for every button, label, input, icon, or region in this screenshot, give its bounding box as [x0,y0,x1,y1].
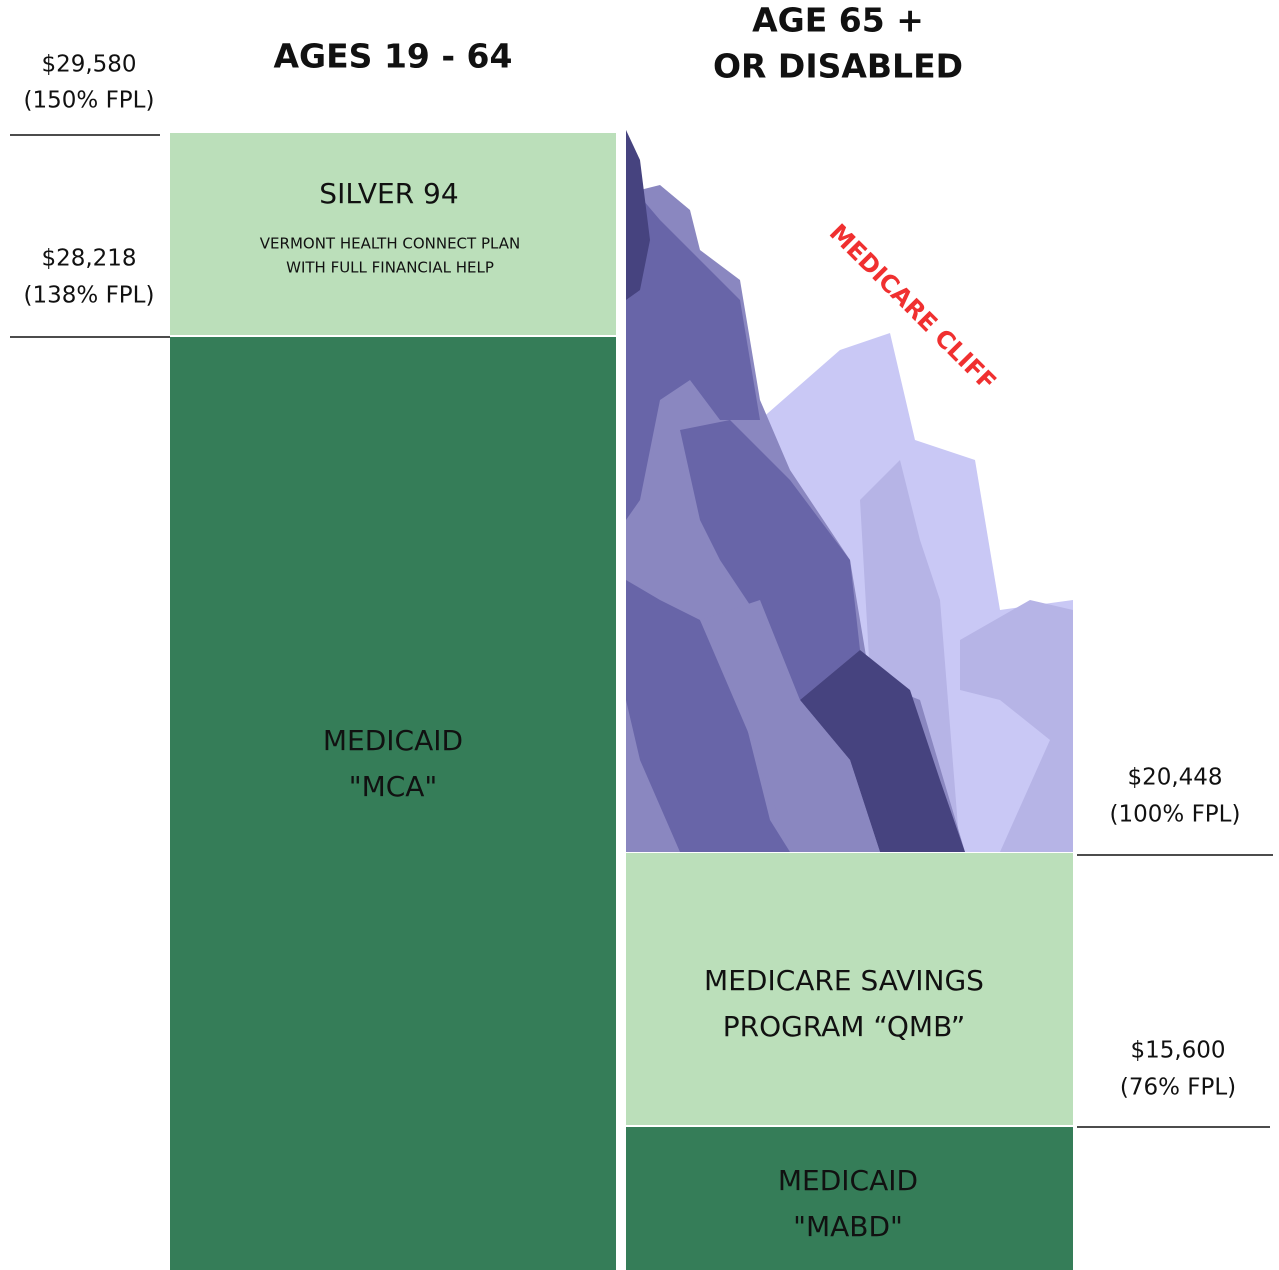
block-title: "MABD" [793,1210,903,1243]
mabd-block [626,1127,1073,1270]
threshold-fpl: (76% FPL) [1120,1075,1236,1101]
threshold-amount: $20,448 [1127,765,1222,791]
block-subtitle: WITH FULL FINANCIAL HELP [286,259,494,277]
threshold-amount: $29,580 [41,52,136,78]
block-title: MEDICAID [778,1164,918,1197]
threshold-amount: $28,218 [41,246,136,272]
threshold-fpl: (150% FPL) [24,88,155,114]
block-title: PROGRAM “QMB” [723,1010,966,1043]
threshold-fpl: (138% FPL) [24,283,155,309]
threshold-fpl: (100% FPL) [1110,802,1241,828]
infographic: AGES 19 - 64 AGE 65 + OR DISABLED $29,58… [0,0,1279,1270]
block-title: SILVER 94 [319,177,458,210]
mca-block [170,337,616,1270]
block-title: "MCA" [349,770,438,803]
block-subtitle: VERMONT HEALTH CONNECT PLAN [260,235,520,253]
block-title: MEDICAID [323,724,463,757]
heading: AGE 65 + [752,1,924,40]
heading: OR DISABLED [713,47,963,86]
threshold-amount: $15,600 [1130,1038,1225,1064]
heading: AGES 19 - 64 [274,37,513,76]
block-title: MEDICARE SAVINGS [704,964,984,997]
